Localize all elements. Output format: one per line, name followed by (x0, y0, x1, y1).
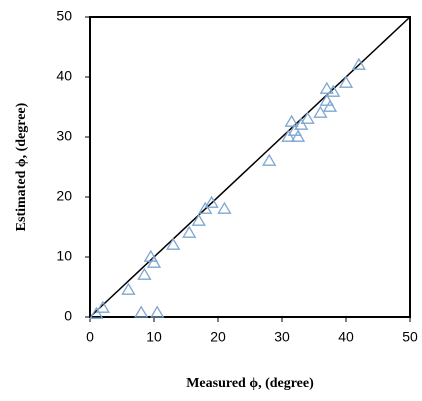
x-tick-label: 40 (338, 329, 354, 345)
data-point (290, 129, 306, 142)
y-tick-label: 10 (56, 248, 72, 264)
data-point (284, 114, 299, 127)
data-point (143, 249, 158, 262)
data-point (338, 75, 354, 88)
data-point (281, 129, 296, 142)
data-point (198, 201, 213, 214)
x-tick-label: 30 (274, 329, 290, 345)
data-point (89, 306, 104, 319)
data-point (313, 105, 328, 118)
data-point (166, 237, 181, 250)
data-point (121, 282, 136, 295)
data-point (322, 99, 338, 112)
data-point (146, 255, 162, 268)
identity-line (89, 16, 411, 318)
x-tick-label: 0 (86, 329, 94, 345)
data-point (182, 225, 197, 238)
y-tick-label: 20 (56, 188, 72, 204)
data-point (326, 84, 341, 97)
data-point (204, 195, 219, 208)
data-point (319, 81, 334, 94)
data-point (150, 305, 165, 318)
x-tick-label: 50 (402, 329, 418, 345)
y-tick-label: 40 (56, 68, 72, 84)
data-point (137, 267, 152, 280)
y-tick-label: 30 (56, 128, 72, 144)
x-tick-label: 10 (146, 329, 162, 345)
y-tick-label: 0 (64, 308, 72, 324)
data-point (134, 305, 149, 318)
data-point (95, 300, 110, 313)
data-point (262, 153, 277, 166)
y-tick-label: 50 (56, 8, 72, 24)
x-tick-label: 20 (210, 329, 226, 345)
data-point (351, 57, 366, 70)
y-axis-title: Estimated ϕ, (degree) (14, 102, 29, 231)
plot-frame (89, 16, 411, 318)
data-point (191, 213, 206, 226)
data-point (294, 117, 309, 130)
x-axis-title: Measured ϕ, (degree) (186, 376, 314, 391)
data-point (217, 201, 232, 214)
data-point (300, 111, 315, 124)
